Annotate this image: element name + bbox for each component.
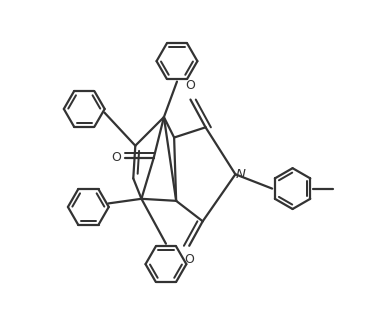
Text: O: O [186,79,196,92]
Text: O: O [111,151,121,164]
Text: N: N [236,168,246,181]
Text: O: O [184,253,194,266]
